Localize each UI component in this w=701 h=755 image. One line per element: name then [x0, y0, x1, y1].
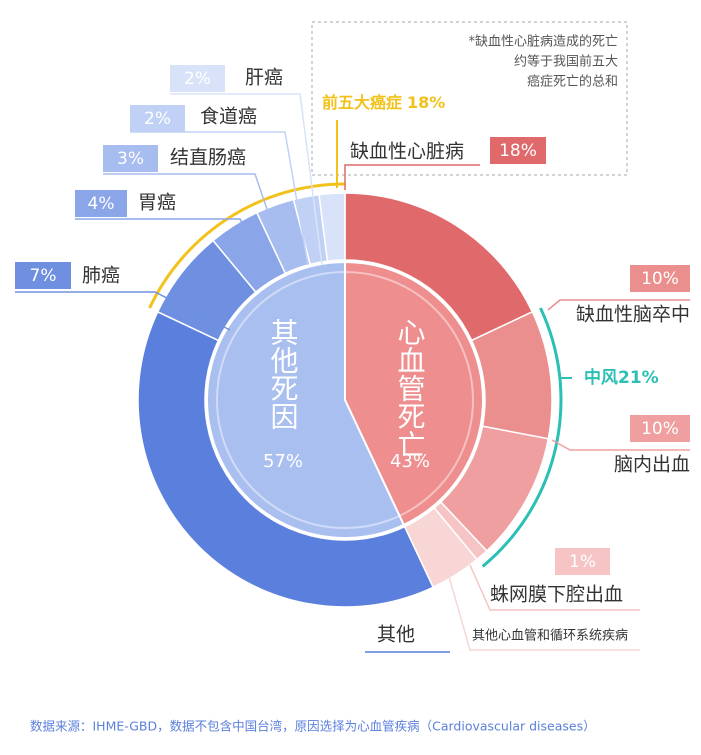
value-label: 7% — [30, 266, 57, 286]
category-label: 缺血性心脏病 — [350, 141, 464, 163]
group-name: 中风 — [584, 367, 618, 388]
category-label: 肺癌 — [82, 265, 120, 287]
annotation: 约等于我国前五大 — [514, 54, 618, 70]
value-label: 1% — [569, 552, 596, 572]
annotation: 癌症死亡的总和 — [527, 74, 618, 90]
annotation: *缺血性心脏病造成的死亡 — [468, 34, 618, 50]
leader — [344, 164, 480, 190]
value-badge — [130, 105, 185, 132]
inner-segment — [206, 260, 406, 539]
value-label: 10% — [641, 419, 679, 439]
value-badge — [630, 265, 690, 292]
group-label: 中风21% — [584, 367, 659, 388]
group-value: 21% — [618, 368, 659, 388]
value-badge — [630, 415, 690, 442]
value-label: 2% — [184, 69, 211, 89]
value-label: 4% — [88, 194, 115, 214]
group-value: 18% — [407, 93, 445, 112]
value-label: 3% — [117, 149, 144, 169]
value-badge — [103, 145, 158, 172]
value-badge — [15, 262, 71, 289]
category-label: 其他 — [377, 624, 415, 646]
leader — [75, 218, 263, 263]
leader — [469, 564, 640, 611]
outer-segment — [318, 192, 346, 262]
category-label: 食道癌 — [200, 106, 257, 128]
leader — [439, 544, 640, 651]
value-label: 18% — [499, 141, 537, 161]
inner-value-label: 57% — [263, 451, 303, 472]
category-label: 肝癌 — [245, 67, 283, 89]
source: 数据来源：IHME-GBD，数据不包含中国台湾，原因选择为心血管疾病（Cardi… — [30, 719, 596, 734]
group-name: 前五大癌症 — [322, 93, 402, 112]
category-label: 脑内出血 — [614, 454, 690, 476]
leader — [15, 291, 231, 331]
value-label: 2% — [144, 109, 171, 129]
inner-label: 其他死因 — [267, 318, 300, 430]
inner-segment — [344, 260, 484, 527]
value-badge — [555, 548, 610, 575]
value-badge — [170, 65, 225, 92]
inner-label: 心血管死亡 — [394, 318, 427, 458]
group-label: 前五大癌症 18% — [322, 93, 445, 112]
leader — [170, 93, 323, 266]
value-badge — [75, 190, 127, 217]
category-label: 胃癌 — [138, 192, 176, 214]
category-label: 蛛网膜下腔出血 — [490, 584, 623, 606]
value-badge — [490, 137, 546, 164]
value-label: 10% — [641, 269, 679, 289]
outer-segment — [137, 310, 435, 608]
category-label: 结直肠癌 — [170, 147, 246, 169]
group-arc — [481, 307, 563, 568]
category-label: 缺血性脑卒中 — [576, 304, 690, 326]
leader — [103, 173, 286, 263]
leader — [551, 439, 690, 451]
category-label: 其他心血管和循环系统疾病 — [472, 629, 628, 644]
leader — [547, 299, 690, 311]
core-ring — [216, 271, 474, 529]
inner-value-label: 43% — [390, 451, 430, 472]
annotation-box — [311, 21, 628, 176]
